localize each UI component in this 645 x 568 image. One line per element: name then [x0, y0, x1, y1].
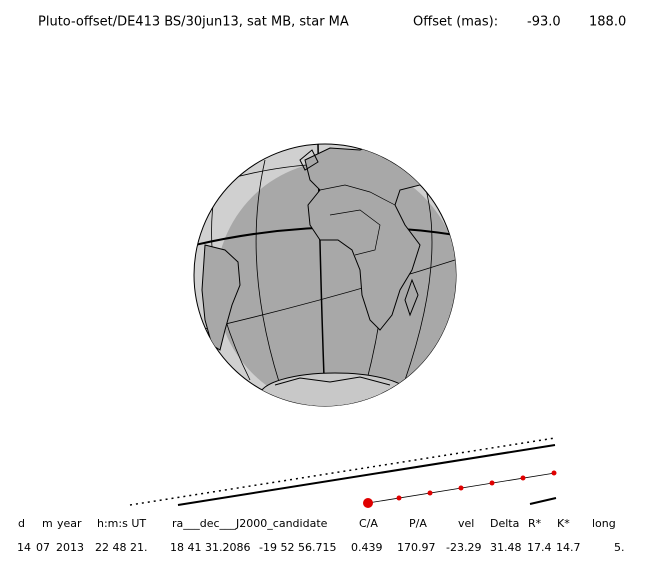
- column-header: vel: [458, 517, 474, 530]
- offset-label: Offset (mas):: [413, 15, 498, 30]
- table-cell: 2013: [56, 541, 84, 554]
- shadow-path: [129, 437, 557, 508]
- column-header: Delta: [490, 517, 519, 530]
- column-header: P/A: [409, 517, 427, 530]
- table-cell: 22 48 21.: [95, 541, 147, 554]
- column-header: long: [592, 517, 616, 530]
- column-header: d: [18, 517, 25, 530]
- column-header: R*: [528, 517, 542, 530]
- column-header: h:m:s UT: [97, 517, 146, 530]
- table-cell: 0.439: [351, 541, 383, 554]
- table-cell: 5.: [614, 541, 625, 554]
- data-table: d m year h:m:s UT ra___dec___J2000_candidate…: [17, 517, 625, 554]
- column-header: ra___dec___J2000_candidate: [172, 517, 328, 530]
- column-header: m: [42, 517, 53, 530]
- globe: [193, 143, 457, 407]
- table-cell: 14.7: [556, 541, 581, 554]
- offset-value: -93.0: [527, 15, 561, 30]
- table-cell: 17.4: [527, 541, 552, 554]
- table-cell: 18 41 31.2086: [170, 541, 250, 554]
- column-header: C/A: [359, 517, 378, 530]
- table-cell: 07: [36, 541, 50, 554]
- column-header: K*: [557, 517, 570, 530]
- title: Pluto-offset/DE413 BS/30jun13, sat MB, s…: [38, 15, 349, 30]
- table-cell: 170.97: [397, 541, 436, 554]
- offset-value: 188.0: [589, 15, 626, 30]
- table-cell: -19 52 56.715: [259, 541, 336, 554]
- table-cell: 14: [17, 541, 31, 554]
- table-cell: 31.48: [490, 541, 522, 554]
- table-cell: -23.29: [446, 541, 481, 554]
- column-header: year: [57, 517, 82, 530]
